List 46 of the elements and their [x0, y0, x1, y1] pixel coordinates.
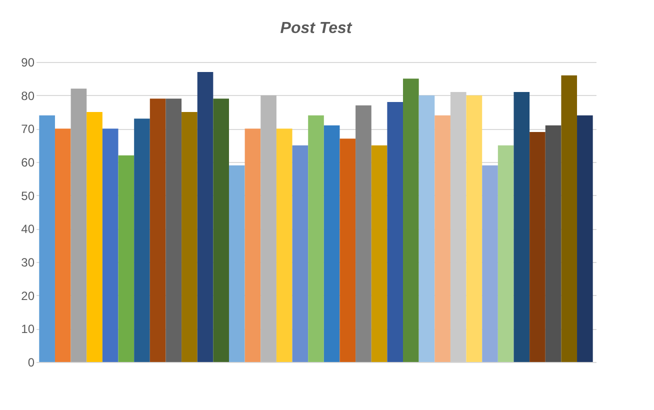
- y-tick-label: 30: [21, 256, 35, 270]
- bar: [86, 112, 102, 362]
- bar: [228, 165, 245, 362]
- bar: [102, 128, 118, 362]
- y-tick-label: 90: [21, 56, 35, 70]
- y-tick-label: 60: [21, 156, 35, 170]
- bar: [134, 118, 150, 362]
- bar: [561, 75, 578, 362]
- bar: [514, 92, 530, 362]
- bar: [482, 165, 498, 362]
- bar: [403, 78, 419, 362]
- bar: [150, 98, 166, 362]
- bar: [545, 125, 562, 362]
- bar: [340, 138, 356, 362]
- bar: [197, 72, 214, 362]
- y-tick-label: 20: [21, 288, 35, 303]
- bar: [182, 112, 198, 362]
- bar: [418, 95, 435, 362]
- chart-title: Post Test: [280, 20, 352, 37]
- bar: [292, 145, 308, 362]
- bar: [244, 128, 261, 362]
- bar: [387, 102, 404, 362]
- y-tick-label: 50: [21, 188, 35, 203]
- bar: [371, 145, 388, 362]
- bar: [324, 125, 340, 362]
- bar: [70, 88, 87, 362]
- bar: [356, 105, 372, 362]
- bar: [166, 98, 182, 362]
- bar: [54, 128, 71, 362]
- y-tick-label: 80: [21, 88, 35, 103]
- bar: [498, 145, 514, 362]
- bar: [213, 98, 229, 362]
- bar: [530, 132, 546, 362]
- bar: [450, 92, 466, 362]
- bar: [577, 115, 593, 362]
- bar: [466, 95, 482, 362]
- y-tick-label: 10: [21, 322, 35, 336]
- bar: [434, 115, 450, 362]
- bar: [260, 95, 276, 362]
- bar: [308, 115, 324, 362]
- bar: [118, 155, 134, 362]
- bar: [276, 128, 292, 362]
- bar: [39, 115, 55, 362]
- y-tick-label: 0: [28, 356, 35, 370]
- y-tick-label: 40: [21, 222, 35, 236]
- y-tick-label: 70: [21, 122, 35, 136]
